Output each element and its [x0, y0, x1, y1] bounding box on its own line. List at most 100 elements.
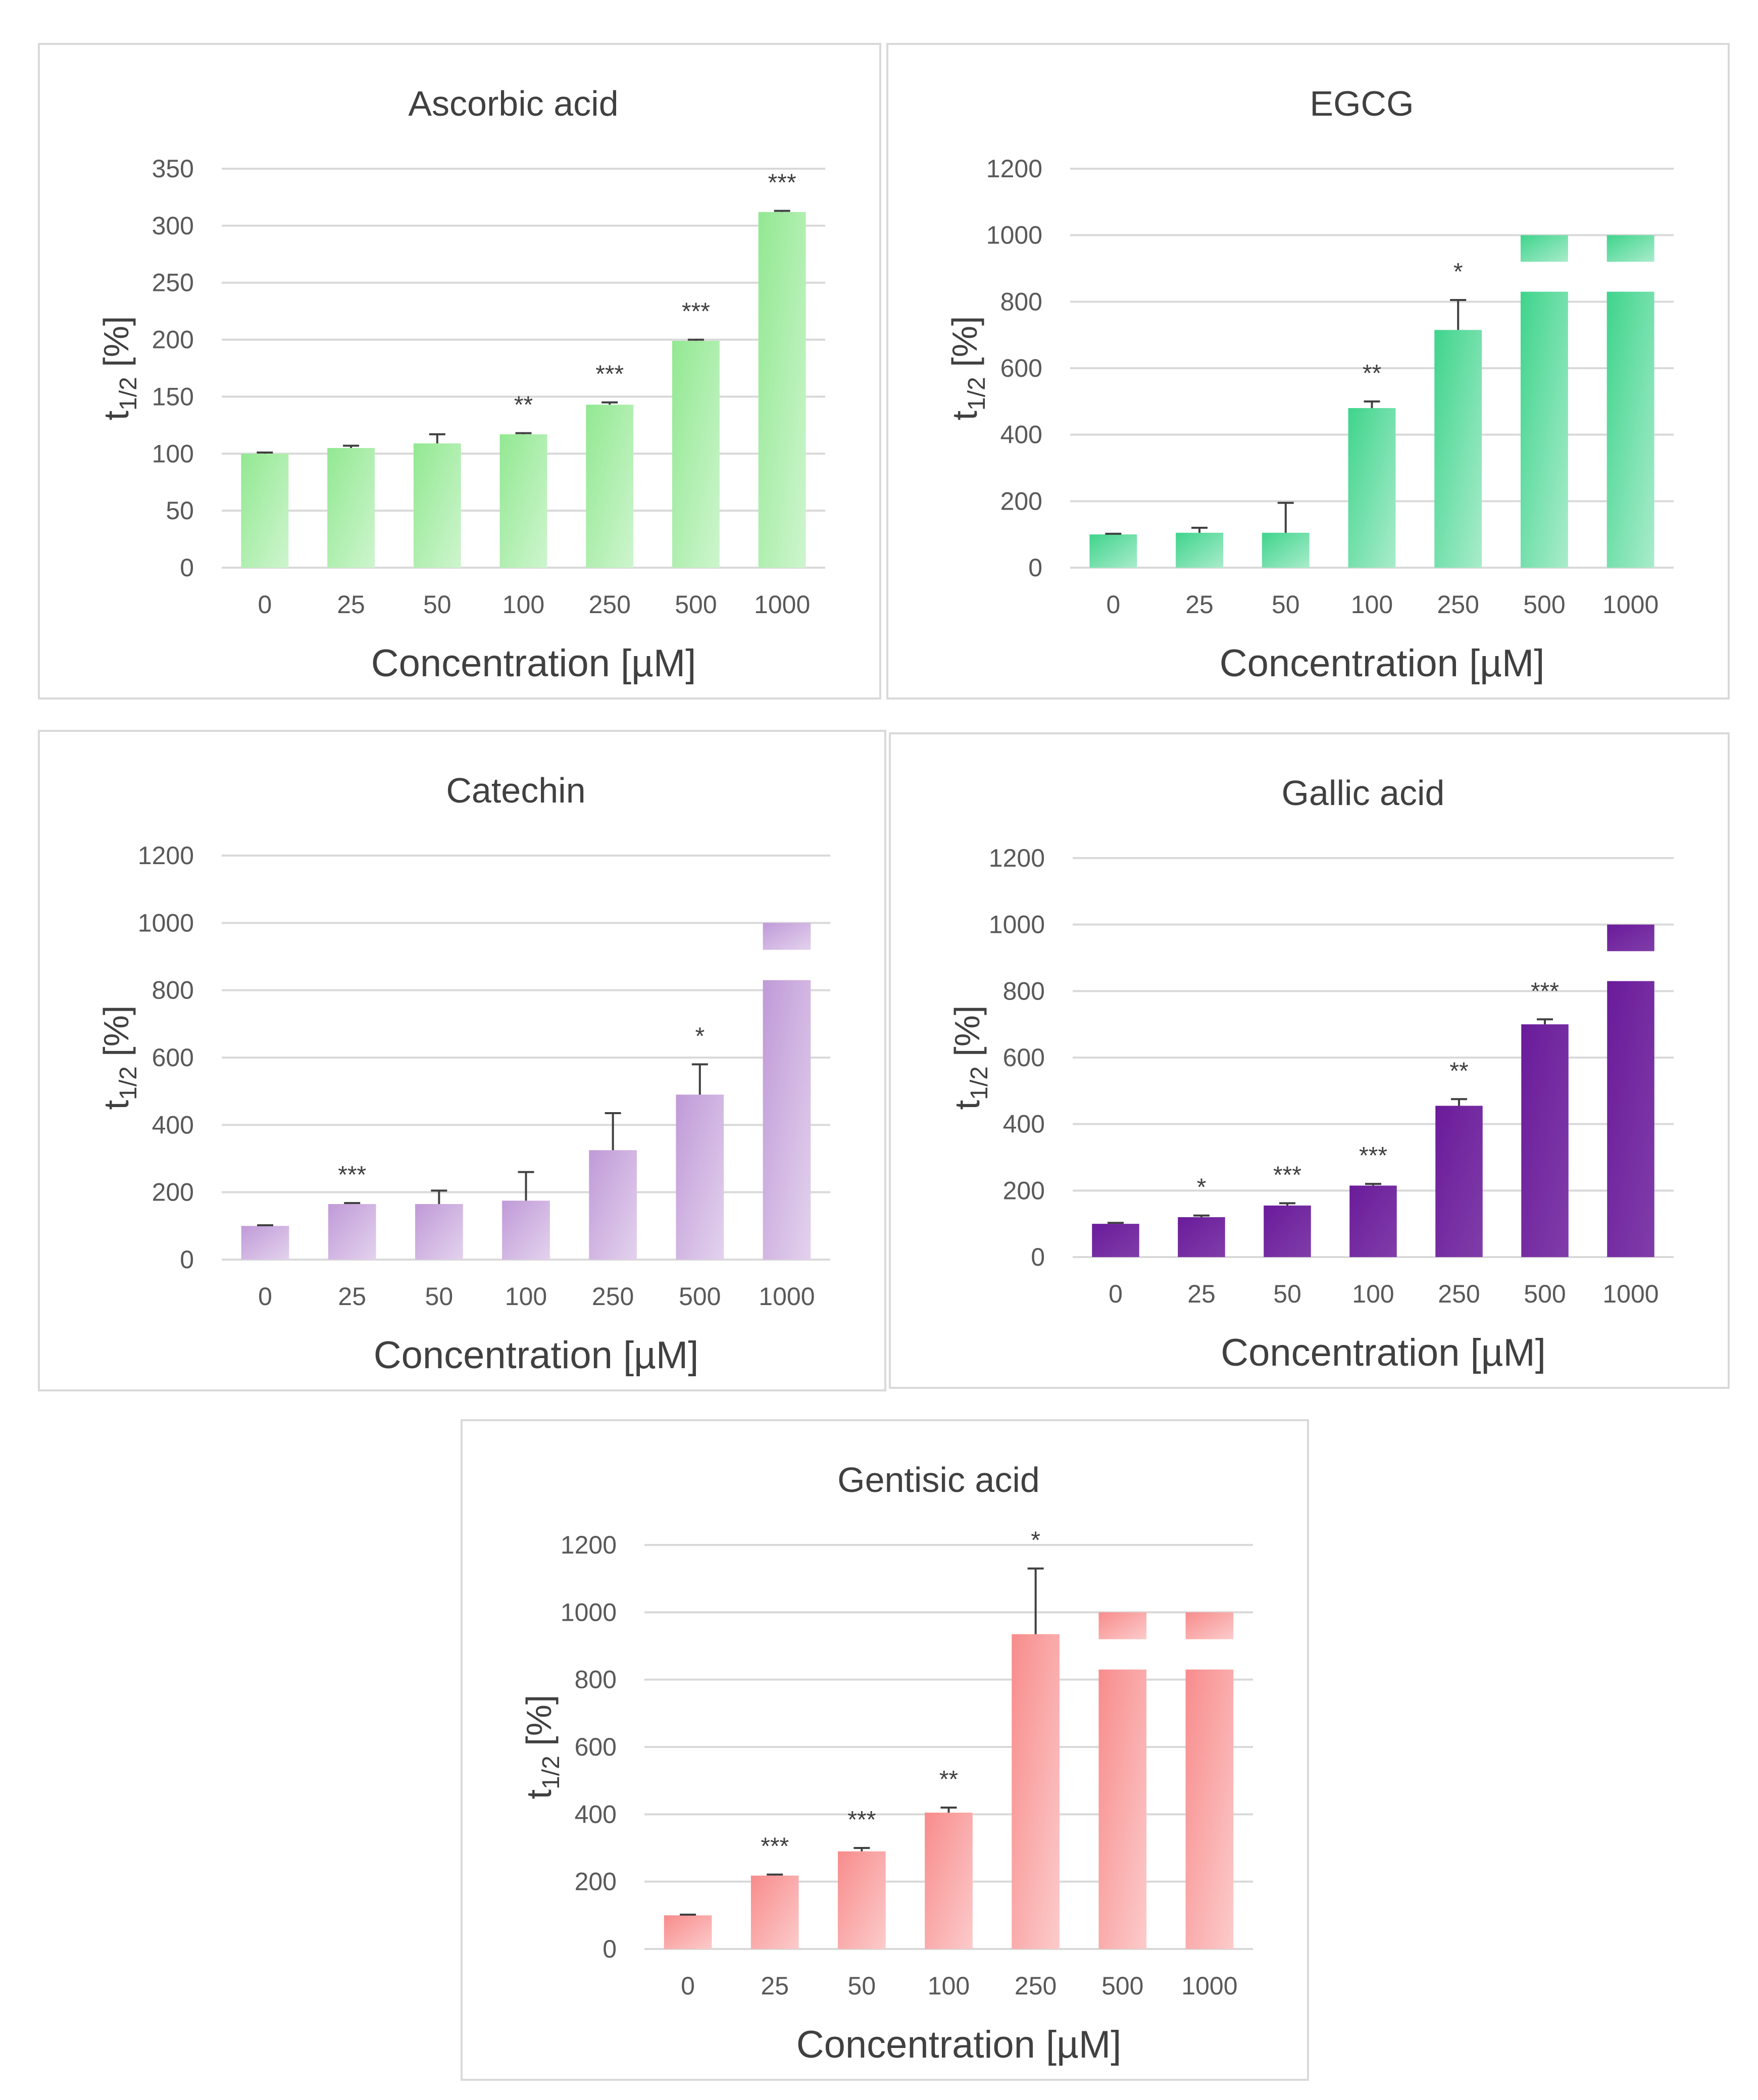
- y-tick-label: 50: [166, 496, 194, 525]
- bar: [1089, 534, 1137, 568]
- bar: [1349, 1185, 1397, 1257]
- bar: [586, 405, 634, 568]
- bar: [664, 1915, 712, 1949]
- x-tick-label: 500: [675, 590, 717, 619]
- y-tick-label: 1200: [989, 844, 1045, 872]
- chart-panel-gallic-acid: Gallic acid 0 200 400 600 800 1000 1200 t1/2 [%]…: [889, 732, 1730, 1389]
- y-axis-label: t1/2 [%]: [519, 1695, 565, 1799]
- bar-break-cap: [1520, 235, 1568, 262]
- bar: [241, 1226, 289, 1260]
- y-tick-label: 600: [152, 1043, 194, 1072]
- significance-mark: ***: [1359, 1142, 1387, 1169]
- bar-break-cap: [1185, 1612, 1234, 1639]
- chart-panel-catechin: Catechin 0 200 400 600 800 1000 1200 t1/2 [%] 0 **…: [38, 730, 886, 1391]
- y-tick-label: 350: [152, 155, 194, 183]
- y-tick-label: 600: [1003, 1043, 1045, 1072]
- y-axis-label: t1/2 [%]: [96, 316, 142, 421]
- bar: [415, 1204, 463, 1260]
- y-tick-label: 1200: [138, 841, 194, 870]
- significance-mark: *: [1197, 1174, 1207, 1201]
- bar: [1176, 532, 1224, 568]
- chart-title: Gentisic acid: [837, 1460, 1040, 1499]
- bar: [1264, 1205, 1311, 1257]
- bar: [1185, 1669, 1234, 1949]
- bar: [328, 1204, 376, 1260]
- y-tick-label: 200: [575, 1868, 617, 1896]
- y-tick-label: 400: [152, 1111, 194, 1139]
- significance-mark: **: [1363, 360, 1381, 387]
- x-tick-label: 250: [1438, 1280, 1480, 1308]
- significance-mark: ***: [338, 1162, 366, 1188]
- y-tick-label: 300: [152, 212, 194, 240]
- x-tick-label: 1000: [759, 1282, 815, 1311]
- bar: [1435, 1106, 1483, 1257]
- bar-break-cap: [1607, 924, 1654, 952]
- x-tick-label: 250: [1015, 1972, 1057, 2000]
- x-tick-label: 25: [1185, 590, 1214, 619]
- y-tick-label: 1000: [986, 221, 1042, 249]
- x-axis-label: Concentration [µM]: [371, 642, 696, 685]
- bar: [413, 443, 461, 568]
- bar-break-cap: [1606, 235, 1654, 262]
- bar-break-cap: [1098, 1612, 1147, 1639]
- x-tick-label: 500: [1101, 1972, 1143, 2000]
- chart-title: Ascorbic acid: [408, 84, 618, 123]
- y-tick-label: 200: [152, 1178, 194, 1207]
- y-axis-label: t1/2 [%]: [945, 316, 990, 421]
- significance-mark: ***: [595, 361, 624, 388]
- x-tick-label: 25: [1187, 1280, 1216, 1308]
- significance-mark: *: [1031, 1527, 1040, 1554]
- y-tick-label: 400: [1000, 421, 1042, 449]
- y-tick-label: 1200: [561, 1531, 617, 1559]
- x-tick-label: 100: [928, 1972, 970, 2000]
- bar: [1092, 1224, 1139, 1257]
- x-axis-label: Concentration [µM]: [1220, 642, 1545, 685]
- x-tick-label: 1000: [754, 590, 810, 619]
- y-tick-label: 600: [575, 1733, 617, 1761]
- y-tick-label: 200: [1003, 1176, 1045, 1205]
- x-tick-label: 1000: [1602, 1280, 1659, 1308]
- chart-title: Catechin: [446, 771, 585, 810]
- y-tick-label: 0: [1031, 1243, 1045, 1271]
- x-tick-label: 250: [592, 1282, 634, 1311]
- bar: [672, 340, 720, 568]
- x-tick-label: 500: [1524, 1280, 1566, 1308]
- significance-mark: ***: [1531, 978, 1559, 1005]
- bar: [758, 212, 806, 568]
- significance-mark: ***: [768, 170, 796, 196]
- chart-panel-ascorbic-acid: Ascorbic acid 0 50 100 150 200 250 300 350 t1/2 […: [38, 43, 881, 699]
- significance-mark: ***: [761, 1833, 789, 1860]
- bar: [676, 1094, 724, 1260]
- bar: [241, 454, 289, 568]
- bar: [1607, 981, 1654, 1257]
- x-tick-label: 100: [1351, 590, 1393, 619]
- bar: [1012, 1634, 1060, 1949]
- y-tick-label: 0: [1028, 554, 1042, 582]
- y-tick-label: 200: [152, 326, 194, 354]
- x-tick-label: 100: [503, 590, 544, 619]
- x-tick-label: 0: [258, 1282, 272, 1311]
- chart-title: EGCG: [1310, 84, 1414, 123]
- x-tick-label: 25: [761, 1972, 789, 2000]
- x-tick-label: 100: [1352, 1280, 1394, 1308]
- bar: [838, 1851, 886, 1949]
- x-tick-label: 0: [681, 1972, 695, 2000]
- y-axis-label: t1/2 [%]: [947, 1006, 993, 1110]
- y-tick-label: 0: [180, 1245, 194, 1274]
- bar: [1521, 1024, 1569, 1257]
- bar: [1178, 1217, 1225, 1257]
- significance-mark: ***: [1273, 1162, 1301, 1188]
- y-tick-label: 800: [575, 1666, 617, 1694]
- chart-title: Gallic acid: [1282, 773, 1445, 813]
- x-tick-label: 100: [505, 1282, 547, 1311]
- y-tick-label: 400: [575, 1800, 617, 1828]
- bar: [1606, 291, 1654, 568]
- significance-mark: **: [514, 392, 533, 419]
- x-axis-label: Concentration [µM]: [796, 2023, 1122, 2066]
- y-tick-label: 800: [152, 976, 194, 1005]
- y-tick-label: 800: [1003, 977, 1045, 1005]
- significance-mark: *: [1453, 259, 1463, 285]
- significance-mark: *: [695, 1023, 705, 1049]
